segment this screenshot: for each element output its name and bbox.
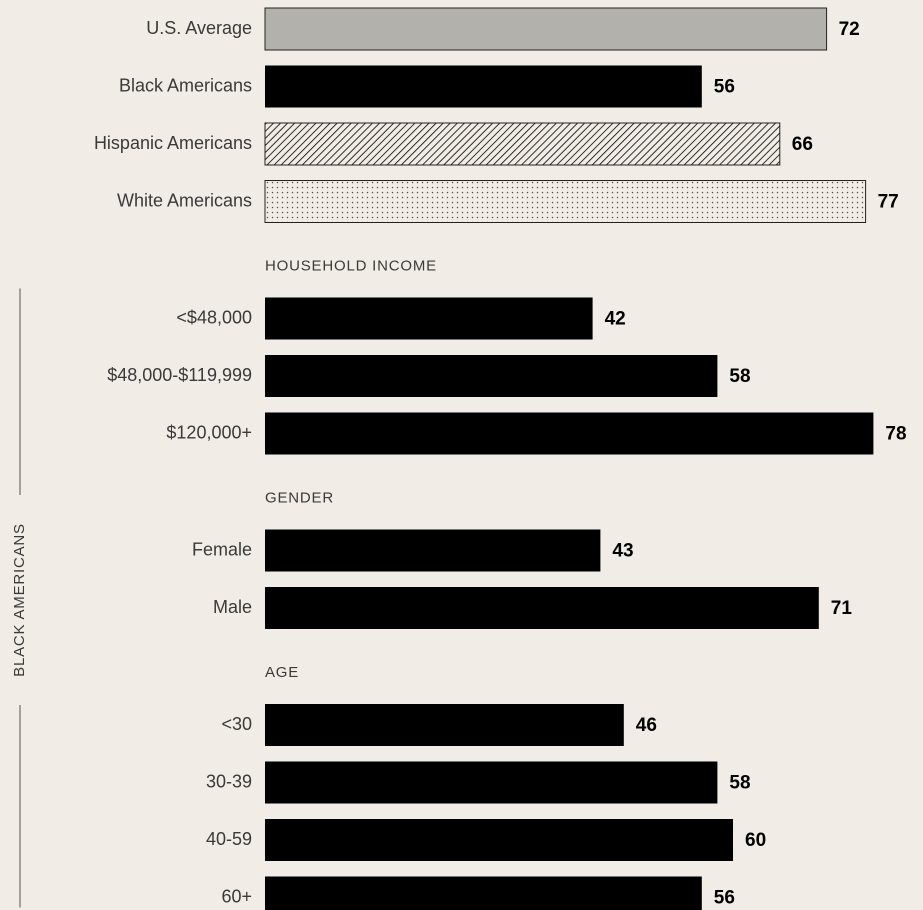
bar: [265, 587, 819, 629]
category-label: $120,000+: [166, 422, 252, 442]
value-label: 58: [729, 366, 750, 387]
category-label: $48,000-$119,999: [107, 365, 252, 385]
category-label: White Americans: [117, 190, 252, 210]
value-label: 46: [636, 715, 657, 736]
bar: [265, 412, 874, 455]
bar: [265, 761, 718, 804]
value-label: 58: [729, 773, 750, 794]
value-label: 43: [612, 541, 633, 562]
bracket-label: BLACK AMERICANS: [11, 523, 28, 677]
category-label: 60+: [221, 886, 252, 906]
value-label: 72: [839, 19, 860, 40]
category-label: U.S. Average: [146, 18, 252, 38]
value-label: 60: [745, 830, 766, 851]
group-heading: GENDER: [265, 489, 334, 506]
value-label: 42: [605, 309, 626, 330]
bar: [265, 297, 593, 340]
category-label: 30-39: [206, 771, 252, 791]
value-label: 77: [878, 192, 899, 213]
group-heading: AGE: [265, 664, 299, 681]
bar: [265, 65, 702, 108]
category-label: <30: [221, 714, 252, 734]
bar: [265, 529, 601, 572]
category-label: Black Americans: [119, 75, 252, 95]
bar: [265, 819, 733, 861]
category-label: Male: [213, 597, 252, 617]
bar: [264, 180, 867, 223]
category-label: <$48,000: [176, 307, 252, 327]
category-label: Female: [192, 539, 252, 559]
category-label: 40-59: [206, 829, 252, 849]
bar: [265, 876, 702, 910]
value-label: 56: [714, 77, 735, 98]
value-label: 78: [885, 424, 906, 445]
value-label: 56: [714, 888, 735, 909]
bar: [265, 355, 718, 397]
bar: [265, 704, 624, 746]
bar: [264, 122, 781, 166]
bar: [264, 7, 828, 51]
group-heading: HOUSEHOLD INCOME: [265, 257, 437, 274]
value-label: 71: [831, 598, 853, 619]
category-label: Hispanic Americans: [94, 133, 252, 153]
value-label: 66: [792, 134, 813, 155]
